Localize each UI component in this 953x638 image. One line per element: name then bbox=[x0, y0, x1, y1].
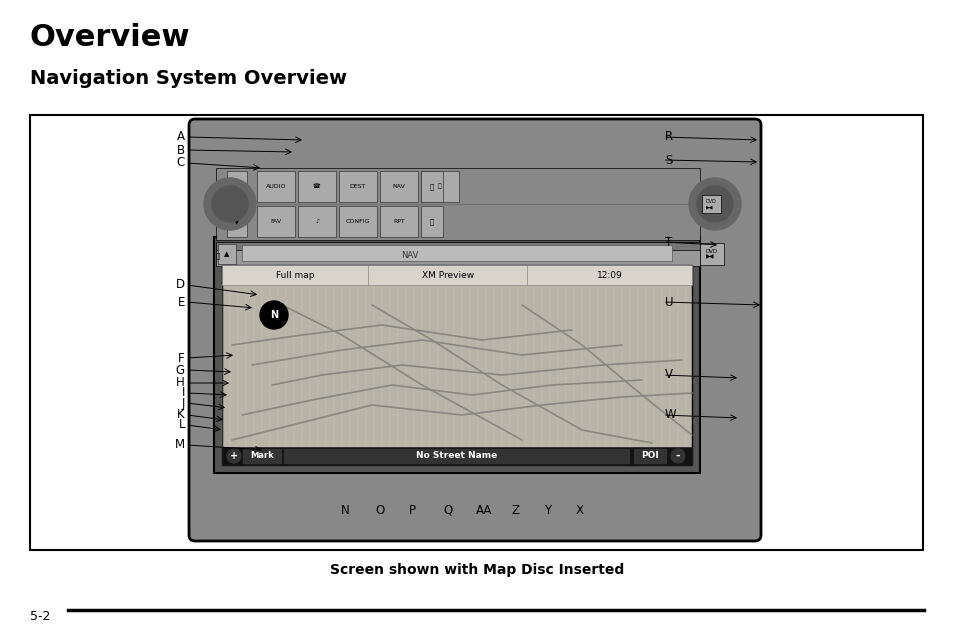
Bar bbox=[256, 171, 294, 202]
Bar bbox=[297, 171, 335, 202]
Text: ☎: ☎ bbox=[313, 184, 320, 189]
Text: N: N bbox=[340, 503, 349, 517]
Bar bbox=[227, 171, 247, 237]
Text: Screen shown with Map Disc Inserted: Screen shown with Map Disc Inserted bbox=[330, 563, 623, 577]
Text: POI: POI bbox=[640, 452, 659, 461]
Text: K: K bbox=[177, 408, 185, 422]
Text: G: G bbox=[175, 364, 185, 376]
Text: DEST: DEST bbox=[350, 184, 366, 189]
Text: ⏻: ⏻ bbox=[215, 253, 220, 259]
Text: Y: Y bbox=[544, 503, 551, 517]
Bar bbox=[222, 265, 691, 465]
Text: R: R bbox=[664, 131, 673, 144]
Text: A: A bbox=[177, 131, 185, 144]
Circle shape bbox=[260, 301, 288, 329]
Text: B: B bbox=[176, 144, 185, 156]
Text: L: L bbox=[178, 419, 185, 431]
Text: ♪: ♪ bbox=[314, 219, 318, 224]
Bar bbox=[218, 244, 235, 264]
Bar bbox=[420, 206, 442, 237]
Bar bbox=[30, 115, 923, 550]
Text: N: N bbox=[270, 310, 277, 320]
Circle shape bbox=[227, 449, 241, 463]
Text: DVD
▶◀: DVD ▶◀ bbox=[705, 198, 716, 209]
Bar bbox=[215, 168, 700, 240]
Text: Full map: Full map bbox=[275, 271, 314, 279]
Bar bbox=[213, 237, 700, 473]
Text: RPT: RPT bbox=[393, 219, 404, 224]
Text: NAV: NAV bbox=[392, 184, 405, 189]
Text: ⏮: ⏮ bbox=[430, 218, 434, 225]
Text: P: P bbox=[408, 503, 416, 517]
Circle shape bbox=[697, 186, 732, 222]
Text: NAV: NAV bbox=[401, 251, 418, 260]
Text: DVD
▶◀: DVD ▶◀ bbox=[705, 249, 718, 260]
Bar bbox=[222, 265, 691, 285]
Text: Mark: Mark bbox=[250, 452, 274, 461]
Text: -: - bbox=[675, 451, 679, 461]
Text: F: F bbox=[178, 352, 185, 364]
Text: Navigation System Overview: Navigation System Overview bbox=[30, 68, 347, 87]
Bar bbox=[215, 242, 700, 250]
Text: S: S bbox=[664, 154, 672, 167]
Text: O: O bbox=[375, 503, 384, 517]
Bar bbox=[420, 171, 458, 202]
Bar bbox=[242, 245, 671, 261]
Text: AUDIO: AUDIO bbox=[266, 184, 286, 189]
Text: V: V bbox=[664, 369, 672, 382]
Text: I: I bbox=[181, 387, 185, 399]
Text: H: H bbox=[176, 376, 185, 390]
Bar bbox=[338, 206, 376, 237]
Text: W: W bbox=[664, 408, 676, 422]
Circle shape bbox=[212, 186, 248, 222]
Text: FAV: FAV bbox=[270, 219, 281, 224]
Text: CONFIG: CONFIG bbox=[345, 219, 370, 224]
Bar bbox=[634, 449, 665, 463]
Text: ⏭: ⏭ bbox=[437, 184, 441, 189]
Text: ▲: ▲ bbox=[224, 251, 230, 257]
Bar bbox=[338, 171, 376, 202]
Bar bbox=[222, 447, 691, 465]
Circle shape bbox=[204, 178, 255, 230]
Text: No Street Name: No Street Name bbox=[416, 452, 497, 461]
Text: U: U bbox=[664, 295, 673, 309]
Text: ▼: ▼ bbox=[234, 219, 239, 225]
Bar bbox=[256, 206, 294, 237]
Bar bbox=[379, 206, 417, 237]
Text: +: + bbox=[230, 451, 238, 461]
Text: 12:09: 12:09 bbox=[597, 271, 622, 279]
Circle shape bbox=[688, 178, 740, 230]
Text: E: E bbox=[177, 295, 185, 309]
Text: 5-2: 5-2 bbox=[30, 611, 51, 623]
Text: ⏭: ⏭ bbox=[430, 183, 434, 189]
Circle shape bbox=[670, 449, 684, 463]
Bar bbox=[284, 449, 628, 463]
Bar bbox=[379, 171, 417, 202]
Text: X: X bbox=[576, 503, 583, 517]
Text: T: T bbox=[664, 235, 672, 248]
Text: AA: AA bbox=[476, 503, 492, 517]
Bar bbox=[420, 171, 442, 202]
Text: D: D bbox=[175, 279, 185, 292]
Text: Z: Z bbox=[512, 503, 519, 517]
Text: C: C bbox=[176, 156, 185, 170]
FancyBboxPatch shape bbox=[189, 119, 760, 541]
Bar bbox=[297, 206, 335, 237]
Text: J: J bbox=[181, 396, 185, 410]
Text: Q: Q bbox=[443, 503, 452, 517]
Text: ▲: ▲ bbox=[234, 186, 239, 192]
Bar bbox=[243, 449, 281, 463]
Text: M: M bbox=[174, 438, 185, 452]
Text: Overview: Overview bbox=[30, 24, 191, 52]
Bar bbox=[215, 242, 700, 266]
Text: XM Preview: XM Preview bbox=[421, 271, 474, 279]
